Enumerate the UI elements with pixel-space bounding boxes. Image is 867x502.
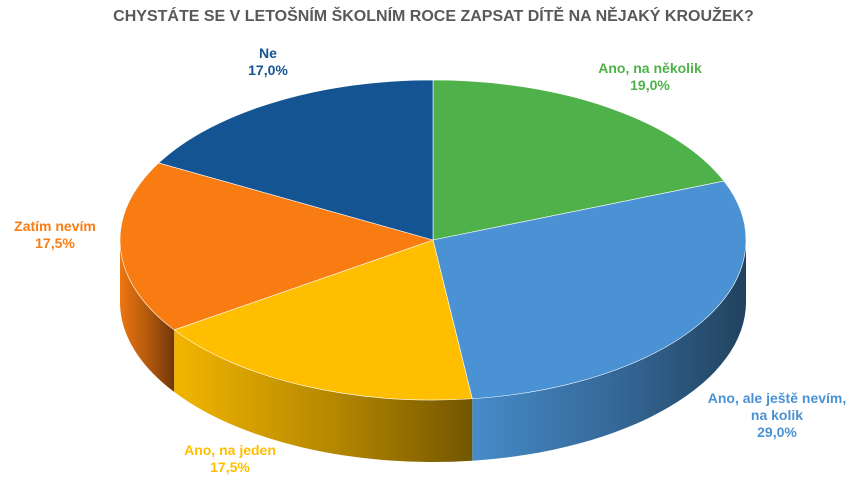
pie-side-3: [120, 240, 175, 392]
pie-slice-2: [173, 239, 473, 401]
slice-percent: 17,5%: [210, 459, 250, 475]
slice-label-zatim-nevim: Zatím nevím 17,5%: [0, 218, 110, 252]
pie-slice-0: [432, 79, 725, 241]
chart-title: CHYSTÁTE SE V LETOŠNÍM ŠKOLNÍM ROCE ZAPS…: [113, 8, 754, 25]
pie-slice-4: [158, 79, 434, 241]
slice-label-ano-na-nekolik: Ano, na několik 19,0%: [575, 60, 725, 94]
slice-percent: 19,0%: [630, 77, 670, 93]
slice-percent: 29,0%: [757, 424, 797, 440]
slice-name: Ne: [259, 45, 277, 61]
pie-side-2: [174, 329, 473, 462]
slice-percent: 17,0%: [248, 62, 288, 78]
slice-label-ne: Ne 17,0%: [228, 45, 308, 79]
slice-percent: 17,5%: [35, 235, 75, 251]
slice-label-ano-na-jeden: Ano, na jeden 17,5%: [165, 442, 295, 476]
slice-name: Zatím nevím: [14, 218, 96, 234]
pie-slice-3: [119, 162, 435, 331]
slice-name: na kolik: [750, 407, 804, 423]
slice-name: Ano, ale ještě nevím,: [707, 390, 847, 406]
pie-slice-1: [432, 180, 747, 400]
slice-name: Ano, na jeden: [184, 442, 276, 458]
pie-side-1: [472, 240, 746, 461]
slice-label-ano-ale-jeste-nevim: Ano, ale ještě nevím, na kolik 29,0%: [688, 390, 866, 441]
slice-name: Ano, na několik: [598, 60, 702, 76]
